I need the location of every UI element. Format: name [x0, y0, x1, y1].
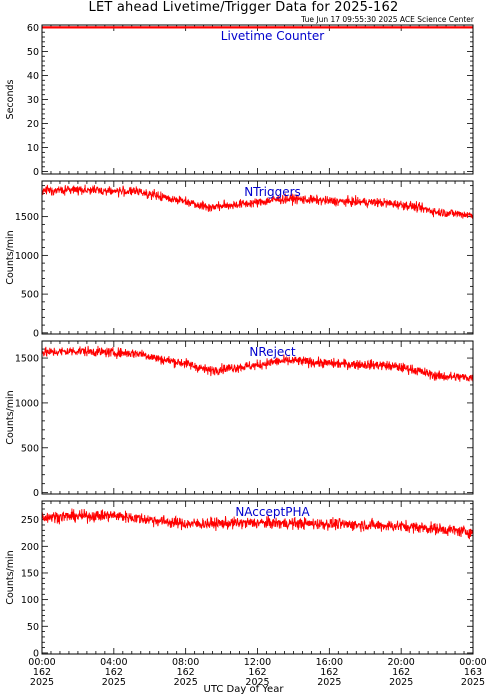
panel-2: 0 500 1000 1500 NTriggers Counts/min: [5, 180, 474, 339]
panel-3: 0 500 1000 1500 NReject Counts/min: [5, 340, 474, 499]
y-tick-label: 20: [27, 119, 39, 130]
panel-title: NReject: [249, 345, 295, 359]
chart-title: LET ahead Livetime/Trigger Data for 2025…: [88, 0, 399, 15]
y-tick-label: 200: [21, 542, 39, 553]
x-tick-label: 163: [464, 667, 482, 678]
x-tick-label: 2025: [245, 677, 269, 688]
y-axis-label: Counts/min: [5, 390, 16, 444]
y-tick-label: 1500: [15, 354, 39, 365]
timestamp-label: Tue Jun 17 09:55:30 2025 ACE Science Cen…: [301, 15, 474, 24]
panel-frame: [41, 180, 474, 335]
y-tick-label: 250: [21, 515, 39, 526]
x-tick-label: 2025: [30, 677, 54, 688]
y-tick-label: 500: [21, 290, 39, 301]
y-axis-label: Counts/min: [5, 550, 16, 604]
data-series-line: [41, 508, 474, 540]
panel-frame: [41, 340, 474, 495]
y-axis-label: Seconds: [5, 79, 16, 119]
data-series-line: [41, 345, 474, 382]
y-tick-label: 1500: [15, 212, 39, 223]
panel-title: Livetime Counter: [221, 29, 324, 43]
y-tick-label: 50: [27, 47, 39, 58]
x-tick-label: 2025: [174, 677, 198, 688]
x-tick-label: 162: [248, 667, 266, 678]
y-tick-label: 0: [33, 648, 39, 659]
y-tick-label: 50: [27, 622, 39, 633]
y-tick-label: 1000: [15, 251, 39, 262]
y-tick-label: 0: [33, 328, 39, 339]
data-series-line: [41, 184, 474, 220]
x-tick-label: 16:00: [316, 657, 343, 668]
x-tick-label: 2025: [317, 677, 341, 688]
x-tick-label: 00:00: [459, 657, 486, 668]
panel-1: 0 10 20 30 40 50 60 Livetime Counter Seconds: [5, 23, 474, 178]
x-tick-label: 00:00: [28, 657, 55, 668]
x-tick-label: 162: [33, 667, 51, 678]
x-tick-label: 162: [392, 667, 410, 678]
x-tick-label: 2025: [102, 677, 126, 688]
x-axis-label: UTC Day of Year: [203, 684, 284, 695]
y-tick-label: 500: [21, 443, 39, 454]
panel-frame: [41, 500, 474, 655]
x-tick-label: 20:00: [387, 657, 414, 668]
y-tick-label: 0: [33, 488, 39, 499]
y-tick-label: 150: [21, 568, 39, 579]
x-tick-label: 162: [105, 667, 123, 678]
x-tick-label: 12:00: [244, 657, 271, 668]
x-tick-label: 2025: [461, 677, 485, 688]
y-tick-label: 60: [27, 23, 39, 34]
y-tick-label: 30: [27, 95, 39, 106]
x-tick-label: 08:00: [172, 657, 199, 668]
y-tick-label: 1000: [15, 398, 39, 409]
y-tick-label: 40: [27, 71, 39, 82]
panel-4: 0 50 100 150 200 250 NAcceptPHA Counts/min: [5, 500, 474, 659]
panel-title: NTriggers: [244, 185, 301, 199]
panel-frame: [41, 24, 474, 175]
x-tick-label: 2025: [389, 677, 413, 688]
x-tick-label: 162: [320, 667, 338, 678]
y-tick-label: 0: [33, 167, 39, 178]
x-tick-label: 162: [177, 667, 195, 678]
x-tick-label: 04:00: [100, 657, 127, 668]
y-tick-label: 10: [27, 143, 39, 154]
y-tick-label: 100: [21, 595, 39, 606]
panel-title: NAcceptPHA: [235, 505, 310, 519]
y-axis-label: Counts/min: [5, 230, 16, 284]
